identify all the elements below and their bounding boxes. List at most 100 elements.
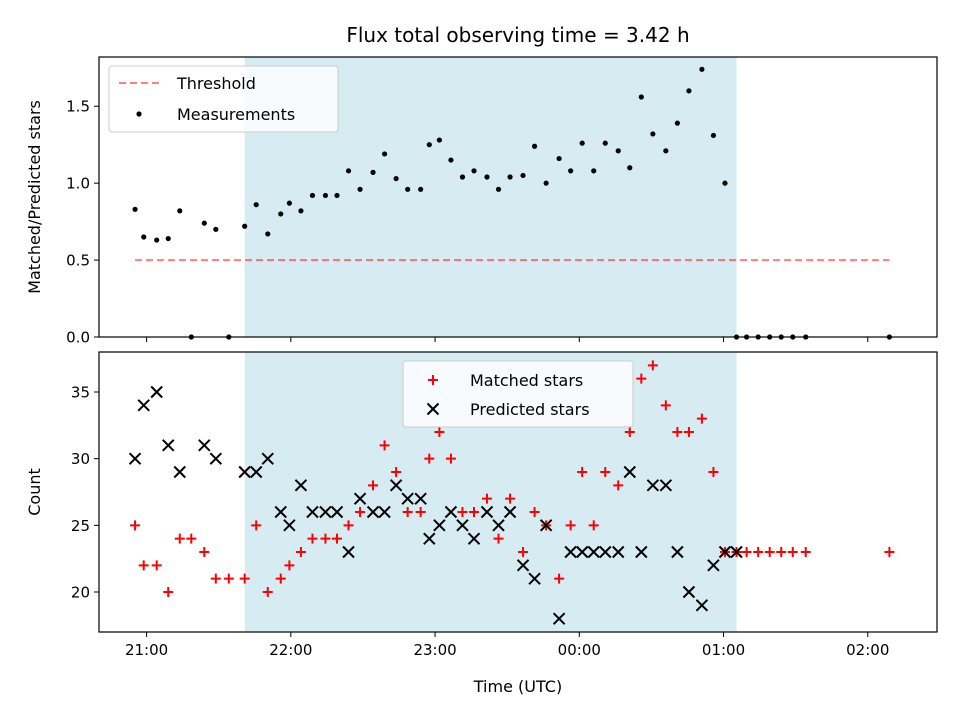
measurement-point	[471, 168, 477, 174]
measurement-point	[436, 137, 442, 143]
matched-star-marker	[163, 587, 174, 597]
x-tick-label: 02:00	[846, 641, 889, 659]
measurement-point	[556, 155, 562, 162]
bottom-legend: Matched stars Predicted stars	[402, 360, 634, 428]
y-tick-label: 0.0	[66, 329, 90, 347]
matched-star-marker	[624, 427, 635, 437]
predicted-star-marker	[646, 479, 660, 492]
matched-star-marker	[660, 400, 671, 411]
matched-star-marker	[708, 467, 719, 477]
measurement-point	[638, 94, 644, 100]
predicted-star-marker	[330, 505, 344, 519]
matched-star-marker	[223, 573, 234, 584]
measurement-point	[334, 192, 340, 199]
measurement-point	[426, 142, 432, 148]
predicted-star-marker	[319, 505, 332, 519]
measurement-point	[543, 180, 549, 186]
measurement-point	[507, 174, 513, 180]
bottom-y-ticks: 20 25 30 35	[71, 384, 99, 602]
measurement-point	[615, 148, 621, 154]
measurement-point	[242, 223, 248, 229]
measurement-point	[154, 237, 160, 243]
predicted-star-marker	[198, 439, 211, 452]
predicted-star-marker	[467, 532, 481, 545]
matched-star-marker	[415, 507, 426, 517]
predicted-star-marker	[528, 572, 541, 585]
measurement-point	[213, 226, 219, 232]
matched-star-marker	[884, 547, 895, 557]
measurement-point	[627, 165, 633, 171]
predicted-star-marker	[261, 452, 274, 465]
predicted-star-marker	[274, 505, 287, 519]
measurement-point	[298, 208, 304, 214]
measurement-point	[448, 157, 454, 163]
predicted-star-marker	[283, 519, 296, 532]
matched-star-marker	[138, 560, 149, 571]
predicted-star-marker	[414, 492, 427, 505]
matched-star-marker	[577, 467, 588, 477]
legend-measurements-swatch	[136, 111, 142, 117]
matched-star-marker	[636, 373, 647, 384]
measurement-point	[591, 168, 597, 174]
predicted-star-marker	[433, 519, 446, 532]
matched-star-marker	[239, 573, 250, 584]
predicted-star-marker	[695, 599, 709, 612]
predicted-star-marker	[150, 385, 163, 399]
matched-star-marker	[529, 507, 540, 517]
measurement-point	[253, 202, 259, 208]
measurement-point	[418, 186, 424, 192]
predicted-star-marker	[671, 545, 684, 559]
matched-star-marker	[787, 547, 798, 557]
predicted-star-marker	[209, 452, 223, 465]
measurement-point	[286, 200, 292, 206]
matched-star-marker	[186, 533, 197, 544]
matched-star-marker	[469, 507, 480, 517]
predicted-star-marker	[423, 532, 436, 545]
matched-star-marker	[565, 520, 576, 531]
predicted-star-marker	[682, 585, 696, 599]
predicted-star-marker	[539, 519, 553, 532]
matched-star-marker	[210, 573, 221, 584]
predicted-star-marker	[306, 505, 319, 519]
measurement-point	[309, 192, 316, 199]
x-tick-label: 00:00	[558, 641, 601, 659]
top-panel: 0.0 0.5 1.0 1.5 Matched/Predicted stars Thr…	[25, 56, 938, 347]
matched-star-marker	[613, 480, 624, 491]
matched-star-marker	[391, 467, 402, 477]
x-axis-label: Time (UTC)	[473, 677, 562, 696]
predicted-star-marker	[707, 559, 720, 572]
measurement-point	[568, 168, 574, 174]
predicted-star-marker	[250, 465, 263, 479]
predicted-star-marker	[564, 545, 577, 559]
y-tick-label: 35	[71, 384, 90, 402]
measurement-point	[201, 220, 207, 226]
predicted-star-marker	[612, 545, 625, 559]
measurement-point	[265, 231, 271, 237]
measurement-point	[345, 168, 352, 174]
chart-title: Flux total observing time = 3.42 h	[346, 23, 689, 47]
legend-predicted-swatch	[426, 402, 440, 416]
predicted-star-marker	[730, 545, 743, 559]
matched-star-marker	[696, 413, 707, 424]
measurement-point	[520, 172, 526, 179]
legend-matched-swatch	[428, 375, 438, 385]
matched-star-marker	[402, 507, 413, 517]
measurement-point	[405, 186, 411, 192]
matched-star-marker	[355, 507, 366, 517]
bottom-panel: 21:00 22:00 23:00 00:00 01:00 02:00 20253035 …	[25, 351, 938, 659]
matched-star-marker	[284, 560, 295, 571]
top-axes-frame	[98, 56, 938, 338]
predicted-star-marker	[599, 545, 612, 559]
top-y-axis-label: Matched/Predicted stars	[25, 100, 44, 294]
y-tick-label: 20	[71, 584, 90, 602]
predicted-star-marker	[718, 545, 732, 559]
matched-star-marker	[343, 520, 354, 531]
predicted-star-marker	[294, 479, 308, 492]
predicted-star-marker	[137, 399, 150, 412]
measurement-point	[393, 175, 399, 182]
y-tick-label: 30	[71, 450, 90, 468]
predicted-star-marker	[635, 545, 648, 559]
bottom-y-axis-label: Count	[25, 468, 44, 516]
matched-star-marker	[151, 560, 162, 571]
